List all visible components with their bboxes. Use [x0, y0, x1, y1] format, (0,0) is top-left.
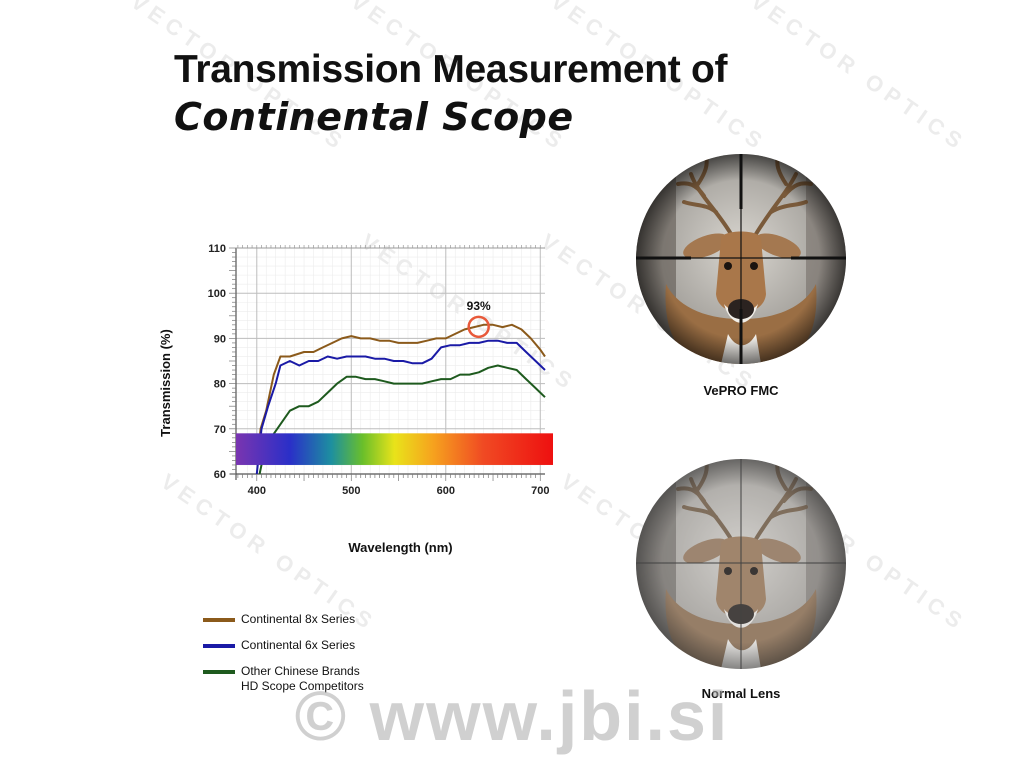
x-tick-label: 400 [248, 485, 266, 497]
annotation-label: 93% [467, 299, 491, 313]
chart-legend: Continental 8x Series Continental 6x Ser… [203, 612, 364, 705]
legend-item: Other Chinese Brands HD Scope Competitor… [203, 664, 364, 694]
y-tick-label: 90 [214, 333, 226, 345]
series-line-2 [258, 364, 546, 475]
series-line-0 [255, 323, 546, 466]
x-tick-label: 700 [531, 485, 549, 497]
x-axis-label: Wavelength (nm) [348, 540, 452, 555]
page-subtitle: Continental Scope [174, 95, 574, 139]
scope-label-vepro: VePRO FMC [703, 383, 779, 398]
y-tick-label: 80 [214, 379, 226, 391]
x-tick-label: 600 [437, 485, 455, 497]
legend-swatch [203, 644, 235, 648]
legend-swatch [203, 670, 235, 674]
series-line-1 [255, 339, 546, 475]
deer-scope-image [636, 459, 846, 669]
y-tick-label: 100 [208, 288, 226, 300]
legend-label: Continental 8x Series [241, 612, 356, 626]
x-tick-label: 500 [342, 485, 360, 497]
scope-label-normal: Normal Lens [701, 686, 781, 701]
watermark-text: © www.jbi.si [294, 677, 730, 755]
transmission-chart: 400 500 600 700 60 70 80 90 100 110 Wavelength (nm… [158, 243, 553, 555]
y-tick-label: 110 [208, 243, 226, 255]
legend-item: Continental 8x Series [203, 612, 364, 627]
legend-swatch [203, 618, 235, 622]
legend-label: Continental 6x Series [241, 638, 356, 652]
scope-view-normal [636, 459, 846, 669]
spectrum-band [236, 433, 553, 465]
legend-item: Continental 6x Series [203, 638, 364, 653]
y-tick-label: 70 [214, 424, 226, 436]
legend-label: Other Chinese Brands HD Scope Competitor… [241, 664, 364, 693]
scope-view-vepro [636, 154, 846, 364]
annotation-circle [467, 315, 490, 339]
y-tick-label: 60 [214, 469, 226, 481]
background-watermark: VECTOR OPTICS [746, 0, 972, 157]
page-title: Transmission Measurement of [174, 48, 728, 91]
deer-scope-image [636, 154, 846, 364]
y-axis-label: Transmission (%) [158, 329, 173, 437]
